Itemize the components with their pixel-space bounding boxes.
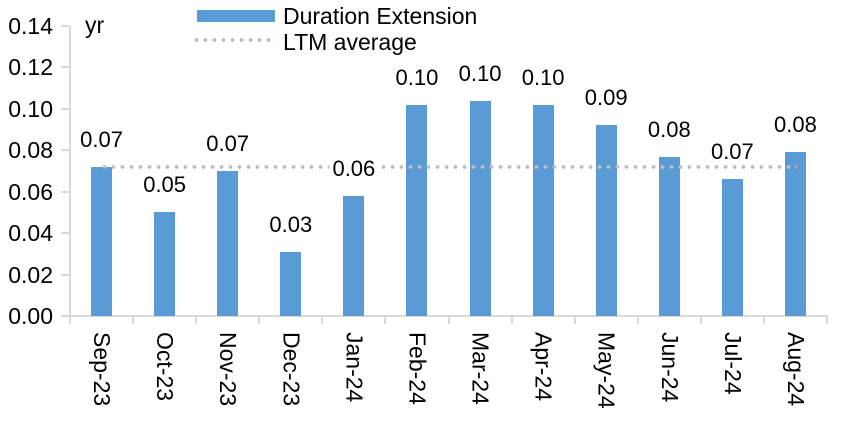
data-label-Aug-24: 0.08 bbox=[771, 114, 820, 137]
x-tick-mark bbox=[510, 316, 513, 324]
legend-label-duration-extension: Duration Extension bbox=[283, 3, 478, 29]
x-tick-mark bbox=[195, 316, 198, 324]
x-tick-mark bbox=[69, 316, 71, 324]
data-label-Nov-23: 0.07 bbox=[203, 133, 253, 155]
bar-Jun-24 bbox=[658, 156, 680, 316]
y-axis-unit-label: yr bbox=[85, 12, 105, 38]
x-tick-mark bbox=[826, 316, 828, 324]
x-tick-mark bbox=[321, 316, 324, 324]
ltm-average-line bbox=[99, 164, 798, 169]
x-tick-mark bbox=[132, 316, 135, 324]
x-axis-label-Aug-24: Aug-24 bbox=[782, 332, 809, 407]
x-tick-mark bbox=[762, 316, 765, 324]
x-tick-mark bbox=[447, 316, 450, 324]
data-label-Jun-24: 0.08 bbox=[644, 118, 694, 141]
y-axis-tick-label: 0.14 bbox=[8, 13, 53, 39]
x-axis-label-Apr-24: Apr-24 bbox=[530, 332, 557, 402]
data-label-May-24: 0.09 bbox=[581, 87, 631, 110]
legend-dotted-line-swatch-icon bbox=[192, 38, 276, 42]
bar-Dec-23 bbox=[280, 251, 302, 316]
bar-Aug-24 bbox=[784, 152, 806, 316]
y-tick-mark bbox=[61, 66, 69, 69]
x-tick-mark bbox=[636, 316, 639, 324]
data-label-Apr-24: 0.10 bbox=[518, 66, 568, 89]
y-axis-tick-label: 0.10 bbox=[8, 95, 53, 122]
y-tick-mark bbox=[61, 107, 69, 110]
x-tick-mark bbox=[699, 316, 702, 324]
y-tick-mark bbox=[61, 25, 69, 27]
bar-Apr-24 bbox=[532, 104, 554, 316]
data-label-Dec-23: 0.03 bbox=[266, 213, 316, 236]
bar-Sep-23 bbox=[91, 166, 113, 316]
data-label-Jul-24: 0.07 bbox=[707, 141, 757, 164]
bar-Mar-24 bbox=[469, 100, 491, 316]
legend-bar-swatch-icon bbox=[197, 10, 275, 22]
data-label-Jan-24: 0.06 bbox=[329, 157, 379, 180]
x-axis-label-Feb-24: Feb-24 bbox=[404, 332, 431, 405]
y-axis-tick-label: 0.06 bbox=[8, 178, 53, 205]
y-axis-tick-label: 0.04 bbox=[8, 220, 53, 247]
y-tick-mark bbox=[61, 315, 69, 317]
x-axis-label-Mar-24: Mar-24 bbox=[467, 332, 494, 405]
bar-Nov-23 bbox=[217, 171, 239, 316]
x-axis-label-Nov-23: Nov-23 bbox=[215, 332, 242, 407]
legend-label-ltm-average: LTM average bbox=[283, 29, 417, 55]
x-axis-label-Sep-23: Sep-23 bbox=[89, 332, 116, 407]
x-tick-mark bbox=[573, 316, 576, 324]
x-axis-label-Jan-24: Jan-24 bbox=[341, 332, 368, 403]
x-axis-label-Jun-24: Jun-24 bbox=[656, 332, 683, 403]
bar-Oct-23 bbox=[154, 212, 176, 316]
data-label-Feb-24: 0.10 bbox=[392, 66, 442, 89]
y-axis-tick-label: 0.02 bbox=[8, 261, 53, 288]
data-label-Sep-23: 0.07 bbox=[77, 128, 126, 151]
data-label-Mar-24: 0.10 bbox=[455, 62, 505, 85]
x-axis-label-Jul-24: Jul-24 bbox=[719, 332, 746, 395]
y-axis-tick-label: 0.08 bbox=[8, 137, 53, 164]
y-tick-mark bbox=[61, 149, 69, 152]
x-tick-mark bbox=[384, 316, 387, 324]
x-axis-label-Oct-23: Oct-23 bbox=[152, 332, 179, 402]
bar-Jul-24 bbox=[721, 179, 743, 316]
bar-May-24 bbox=[595, 125, 617, 316]
data-label-Oct-23: 0.05 bbox=[140, 174, 190, 197]
x-tick-mark bbox=[258, 316, 261, 324]
y-tick-mark bbox=[61, 232, 69, 235]
y-tick-mark bbox=[61, 190, 69, 193]
x-axis-label-Dec-23: Dec-23 bbox=[278, 332, 305, 407]
bar-Jan-24 bbox=[343, 195, 365, 316]
bar-Feb-24 bbox=[406, 104, 428, 316]
x-axis-label-May-24: May-24 bbox=[593, 332, 620, 409]
y-axis-tick-label: 0.12 bbox=[8, 54, 53, 81]
y-tick-mark bbox=[61, 273, 69, 276]
y-axis-line bbox=[69, 26, 71, 317]
y-axis-tick-label: 0.00 bbox=[8, 303, 53, 329]
